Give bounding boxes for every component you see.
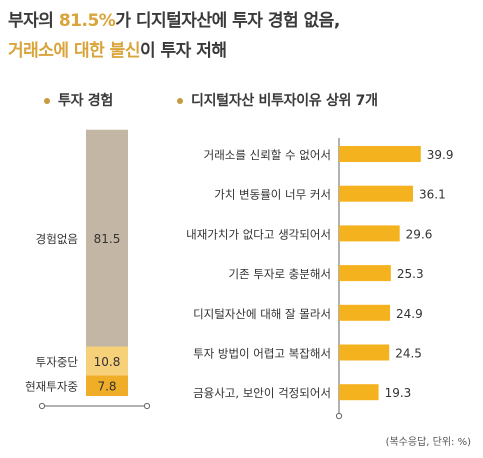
- bar-category-label: 금융사고, 보안이 걱정되어서: [193, 386, 331, 400]
- bar-value-label: 36.1: [419, 188, 446, 202]
- reason-bar: [339, 384, 379, 401]
- title-line-2: 거래소에 대한 불신이 투자 저해: [8, 36, 340, 66]
- axis-endpoint: [335, 412, 343, 420]
- legend-left-label: 투자 경험: [58, 93, 113, 109]
- bar-value-label: 25.3: [397, 267, 424, 281]
- segment-category-label: 현재투자중: [25, 380, 78, 394]
- chart-title: 부자의 81.5%가 디지털자산에 투자 경험 없음, 거래소에 대한 불신이 …: [8, 6, 340, 66]
- segment-value-label: 7.8: [97, 380, 116, 394]
- bar-category-label: 내재가치가 없다고 생각되어서: [186, 227, 331, 241]
- stacked-segment: [86, 346, 128, 376]
- segment-category-label: 투자중단: [36, 355, 79, 369]
- legend-investment-experience: 투자 경험: [44, 90, 113, 110]
- reason-bar: [339, 225, 400, 242]
- bar-category-label: 기존 투자로 충분해서: [228, 267, 331, 281]
- reason-bar: [339, 304, 391, 321]
- bar-value-label: 29.6: [406, 227, 433, 241]
- reason-bar: [339, 265, 391, 282]
- reason-bar: [339, 146, 421, 162]
- legend-right-label: 디지털자산 비투자이유 상위 7개: [191, 93, 378, 109]
- stacked-segment: [86, 129, 128, 347]
- reason-bar: [339, 344, 390, 361]
- segment-category-label: 경험없음: [36, 232, 78, 246]
- bullet-icon: [44, 98, 50, 104]
- bar-value-label: 19.3: [385, 386, 412, 400]
- baseline-endpoint: [143, 402, 151, 410]
- title-text-2: 가 디지털자산에 투자 경험 없음,: [115, 11, 340, 31]
- bullet-icon: [177, 98, 183, 104]
- bar-value-label: 24.5: [395, 347, 422, 361]
- title-highlight-distrust: 거래소에 대한 불신: [8, 41, 140, 61]
- bar-value-label: 24.9: [396, 307, 423, 321]
- stacked-segment: [86, 375, 128, 396]
- bar-category-label: 투자 방법이 어렵고 복잡해서: [193, 347, 331, 361]
- unit-note: (복수응답, 단위: %): [385, 437, 471, 448]
- title-text-3: 이 투자 저해: [139, 41, 227, 61]
- bar-category-label: 가치 변동률이 너무 커서: [214, 188, 331, 202]
- reason-bar: [339, 185, 414, 202]
- bar-category-label: 거래소를 신뢰할 수 없어서: [204, 148, 331, 162]
- title-text-1: 부자의: [8, 11, 59, 31]
- bar-category-label: 디지털자산에 대해 잘 몰라서: [193, 307, 331, 321]
- legend-non-investment-reasons: 디지털자산 비투자이유 상위 7개: [177, 90, 378, 110]
- title-highlight-percent: 81.5%: [58, 11, 116, 31]
- bar-value-label: 39.9: [427, 148, 454, 162]
- title-line-1: 부자의 81.5%가 디지털자산에 투자 경험 없음,: [8, 6, 340, 36]
- segment-value-label: 81.5: [94, 232, 121, 246]
- segment-value-label: 10.8: [94, 355, 121, 369]
- baseline-endpoint: [38, 402, 46, 410]
